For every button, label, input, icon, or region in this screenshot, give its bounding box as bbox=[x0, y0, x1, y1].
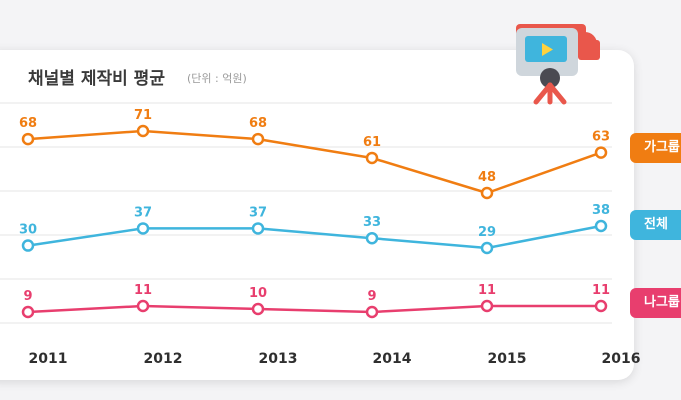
x-tick-label: 2014 bbox=[373, 351, 412, 367]
data-point bbox=[251, 222, 265, 235]
data-point bbox=[594, 299, 608, 313]
data-label: 11 bbox=[134, 283, 152, 298]
data-label: 61 bbox=[363, 135, 381, 150]
data-point bbox=[251, 132, 265, 146]
legend-tag-all: 전체 bbox=[630, 210, 681, 240]
chart-unit: (단위 : 억원) bbox=[187, 72, 247, 85]
data-point bbox=[365, 151, 379, 165]
data-label: 38 bbox=[592, 203, 610, 218]
chart-title: 채널별 제작비 평균 bbox=[28, 69, 165, 89]
data-point bbox=[21, 305, 35, 319]
data-point bbox=[365, 231, 379, 245]
legend-tag-solo: 나그룹 bbox=[630, 288, 681, 318]
data-point bbox=[21, 132, 35, 146]
data-point bbox=[480, 186, 494, 200]
data-point bbox=[594, 219, 608, 233]
data-label: 37 bbox=[134, 205, 152, 220]
data-point bbox=[365, 305, 379, 319]
x-tick-label: 2011 bbox=[29, 351, 68, 367]
data-point bbox=[251, 302, 265, 316]
data-label: 9 bbox=[367, 289, 376, 304]
data-point bbox=[480, 241, 494, 255]
data-label: 30 bbox=[19, 223, 37, 238]
data-label: 71 bbox=[134, 108, 152, 123]
data-point bbox=[480, 299, 494, 313]
data-label: 29 bbox=[478, 225, 496, 240]
x-tick-label: 2013 bbox=[259, 351, 298, 367]
data-label: 11 bbox=[592, 283, 610, 298]
data-label: 48 bbox=[478, 170, 496, 185]
data-point bbox=[21, 239, 35, 252]
chart-card bbox=[0, 50, 634, 380]
data-label: 11 bbox=[478, 283, 496, 298]
data-point bbox=[136, 222, 150, 235]
data-label: 9 bbox=[23, 289, 32, 304]
data-label: 10 bbox=[249, 286, 267, 301]
data-label: 68 bbox=[19, 116, 37, 131]
video-camera-icon bbox=[516, 24, 600, 105]
data-point bbox=[136, 299, 150, 313]
x-axis: 2011 2012 2013 2014 2015 2016 bbox=[29, 351, 641, 367]
x-tick-label: 2015 bbox=[488, 351, 527, 367]
data-point bbox=[136, 124, 150, 138]
series-layer: 68 71 68 61 48 63 30 37 37 33 29 38 9 11 10 9 11 11 bbox=[19, 108, 610, 319]
data-label: 63 bbox=[592, 130, 610, 145]
series-line bbox=[27, 304, 601, 314]
x-tick-label: 2016 bbox=[602, 351, 641, 367]
x-tick-label: 2012 bbox=[144, 351, 183, 367]
data-label: 68 bbox=[249, 116, 267, 131]
data-label: 37 bbox=[249, 205, 267, 220]
series-line bbox=[27, 129, 602, 195]
series-line bbox=[27, 224, 602, 250]
data-label: 33 bbox=[363, 215, 381, 230]
grid-lines bbox=[0, 102, 612, 324]
data-point bbox=[594, 146, 608, 159]
legend-tag-game: 가그룹 bbox=[630, 133, 681, 163]
